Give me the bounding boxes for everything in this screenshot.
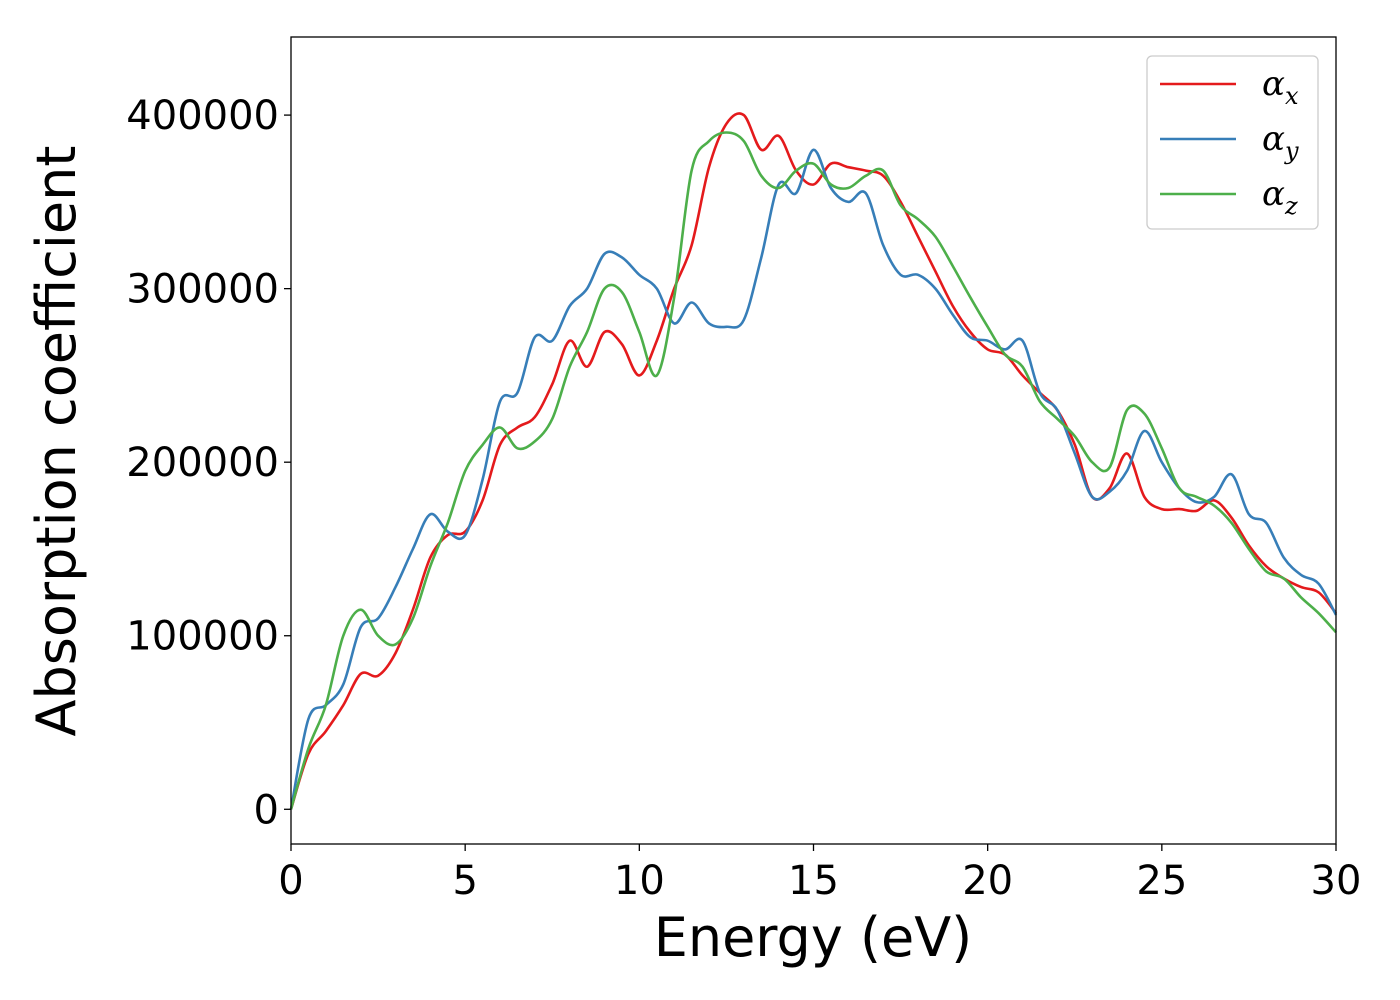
x-tick-label: 15: [788, 858, 839, 904]
y-tick-label: 300000: [126, 267, 279, 313]
series-line-alpha-z: [289, 131, 1337, 810]
series-line-alpha-x: [289, 112, 1338, 810]
legend-label-alpha-z: αz: [1262, 174, 1298, 220]
x-tick-label: 0: [278, 858, 303, 904]
series-line-alpha-y: [289, 148, 1338, 810]
y-tick-label: 100000: [126, 614, 279, 660]
x-axis-title: Energy (eV): [654, 906, 973, 969]
y-tick-label: 200000: [126, 440, 279, 486]
y-tick-label: 400000: [126, 93, 279, 139]
legend: αx αy αz: [1146, 55, 1319, 230]
x-tick-label: 10: [614, 858, 665, 904]
series-layer: [289, 112, 1338, 810]
x-tick-label: 20: [962, 858, 1013, 904]
y-tick-label: 0: [254, 787, 279, 833]
y-axis-ticks: 0 100000 200000 300000 400000: [126, 93, 291, 833]
x-axis-ticks: 0 5 10 15 20 25 30: [278, 844, 1361, 904]
x-tick-label: 25: [1136, 858, 1187, 904]
legend-box: [1146, 55, 1319, 230]
y-axis-title: Absorption coefficient: [25, 146, 88, 737]
legend-label-alpha-y: αy: [1262, 119, 1299, 165]
x-tick-label: 30: [1311, 858, 1362, 904]
x-tick-label: 5: [452, 858, 477, 904]
legend-label-alpha-x: αx: [1262, 64, 1299, 110]
